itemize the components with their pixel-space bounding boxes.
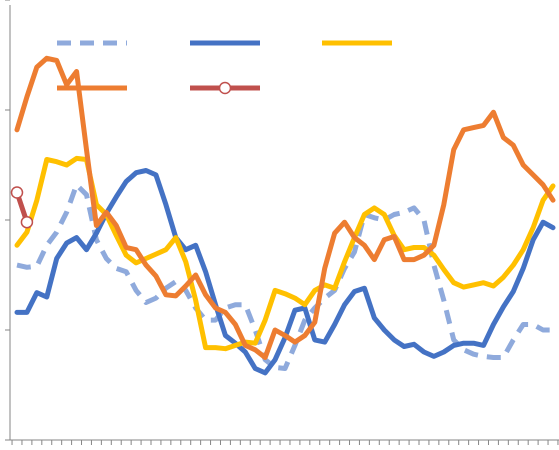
legend-marker — [218, 81, 232, 95]
series-marker — [20, 215, 34, 229]
legend — [57, 40, 392, 95]
series-line — [14, 55, 556, 360]
series-line — [16, 182, 553, 371]
series-line — [14, 155, 556, 352]
series-marker — [10, 186, 24, 199]
